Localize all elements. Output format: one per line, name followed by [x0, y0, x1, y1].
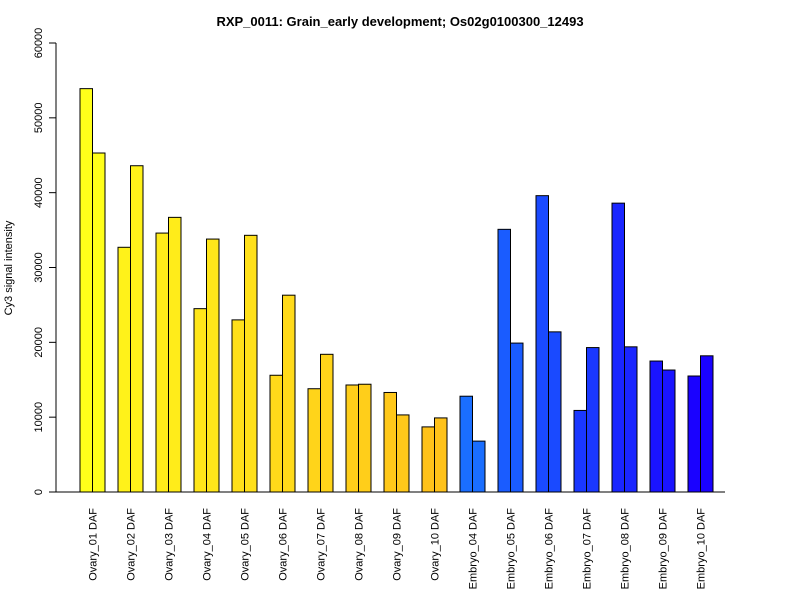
bar [206, 238, 220, 493]
y-tick-label: 60000 [33, 28, 45, 59]
bars-group [79, 88, 714, 493]
bar [611, 202, 625, 493]
category-label: Embryo_07 DAF [582, 508, 594, 590]
bar [434, 417, 448, 493]
bar [244, 234, 258, 493]
bar [117, 246, 131, 493]
bar [155, 232, 169, 493]
bar [307, 388, 321, 493]
bar [624, 346, 638, 493]
category-label: Ovary_03 DAF [164, 508, 176, 581]
bar [396, 414, 410, 493]
category-label: Ovary_07 DAF [316, 508, 328, 581]
y-axis-label: Cy3 signal intensity [3, 220, 15, 315]
bar [497, 228, 511, 493]
bar [168, 216, 182, 493]
bar [421, 426, 435, 493]
category-label: Embryo_04 DAF [468, 508, 480, 590]
category-label: Ovary_08 DAF [354, 508, 366, 581]
category-label: Embryo_09 DAF [658, 508, 670, 590]
y-axis: 0 10000 20000 30000 40000 50000 60000 [33, 28, 57, 495]
bar [472, 440, 486, 493]
bar [700, 355, 714, 493]
category-label: Ovary_10 DAF [430, 508, 442, 581]
bar [535, 195, 549, 493]
category-label: Embryo_10 DAF [696, 508, 708, 590]
category-label: Ovary_01 DAF [88, 508, 100, 581]
bar [231, 319, 245, 493]
bar [282, 294, 296, 493]
chart-title: RXP_0011: Grain_early development; Os02g… [216, 14, 583, 29]
category-label: Embryo_08 DAF [620, 508, 632, 590]
bar [459, 395, 473, 493]
category-label: Embryo_05 DAF [506, 508, 518, 590]
bar [269, 374, 283, 493]
y-tick-label: 0 [33, 489, 45, 495]
category-label: Ovary_04 DAF [202, 508, 214, 581]
bar [345, 384, 359, 493]
y-tick-label: 20000 [33, 327, 45, 358]
category-label: Ovary_02 DAF [126, 508, 138, 581]
bar [193, 308, 207, 493]
y-tick-label: 50000 [33, 103, 45, 134]
category-label: Ovary_05 DAF [240, 508, 252, 581]
bar [79, 88, 93, 493]
bar [586, 347, 600, 493]
y-tick-label: 10000 [33, 402, 45, 433]
bar [510, 342, 524, 493]
bar [573, 409, 587, 493]
y-tick-label: 30000 [33, 252, 45, 283]
bar [687, 375, 701, 493]
bar [130, 165, 144, 493]
category-label: Embryo_06 DAF [544, 508, 556, 590]
bar [548, 331, 562, 493]
bar [358, 383, 372, 493]
bar [649, 360, 663, 493]
category-label: Ovary_06 DAF [278, 508, 290, 581]
bar [662, 369, 676, 493]
bar [383, 391, 397, 493]
category-labels: Ovary_01 DAF Ovary_02 DAF Ovary_03 DAF Ovar… [88, 508, 708, 590]
bar [92, 152, 106, 493]
y-tick-label: 40000 [33, 177, 45, 208]
bar [320, 353, 334, 493]
category-label: Ovary_09 DAF [392, 508, 404, 581]
